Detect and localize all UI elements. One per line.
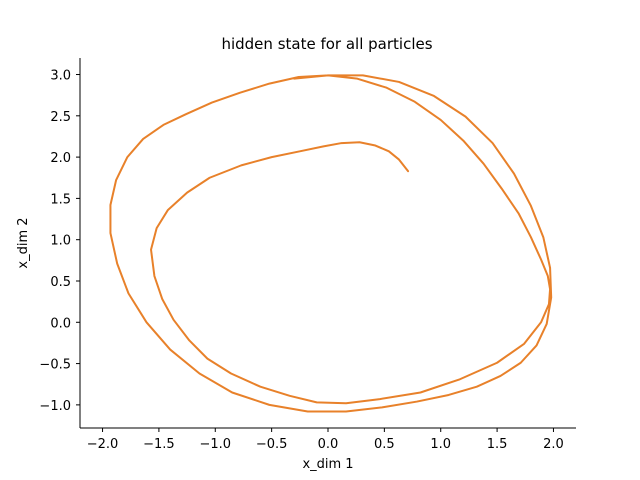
x-tick-label: 1.0 bbox=[430, 437, 451, 452]
y-tick-label: −0.5 bbox=[39, 358, 71, 373]
series-line-0 bbox=[109, 74, 553, 413]
x-tick-label: 0.0 bbox=[318, 437, 339, 452]
x-tick-label: 0.5 bbox=[374, 437, 395, 452]
x-axis-title: x_dim 1 bbox=[302, 457, 353, 472]
x-ticks: −2.0 −1.5 −1.0 −0.5 0.0 0.5 1.0 1.5 2.0 bbox=[87, 428, 564, 452]
x-tick-label: 2.0 bbox=[543, 437, 564, 452]
x-tick-label: −0.5 bbox=[256, 437, 288, 452]
chart-title: hidden state for all particles bbox=[221, 35, 432, 53]
y-tick-label: 1.0 bbox=[50, 234, 71, 249]
y-tick-label: −1.0 bbox=[39, 399, 71, 414]
y-tick-label: 0.5 bbox=[50, 275, 71, 290]
x-tick-label: −1.0 bbox=[199, 437, 231, 452]
y-tick-label: 0.0 bbox=[50, 316, 71, 331]
y-ticks: −1.0 −0.5 0.0 0.5 1.0 1.5 2.0 2.5 3.0 bbox=[39, 69, 80, 414]
y-tick-label: 2.0 bbox=[50, 151, 71, 166]
y-axis-title: x_dim 2 bbox=[16, 217, 31, 268]
y-tick-label: 2.5 bbox=[50, 110, 71, 125]
series-layer bbox=[109, 74, 553, 413]
y-tick-label: 1.5 bbox=[50, 192, 71, 207]
x-tick-label: −2.0 bbox=[87, 437, 119, 452]
y-tick-label: 3.0 bbox=[50, 69, 71, 84]
x-tick-label: 1.5 bbox=[487, 437, 508, 452]
x-tick-label: −1.5 bbox=[143, 437, 175, 452]
